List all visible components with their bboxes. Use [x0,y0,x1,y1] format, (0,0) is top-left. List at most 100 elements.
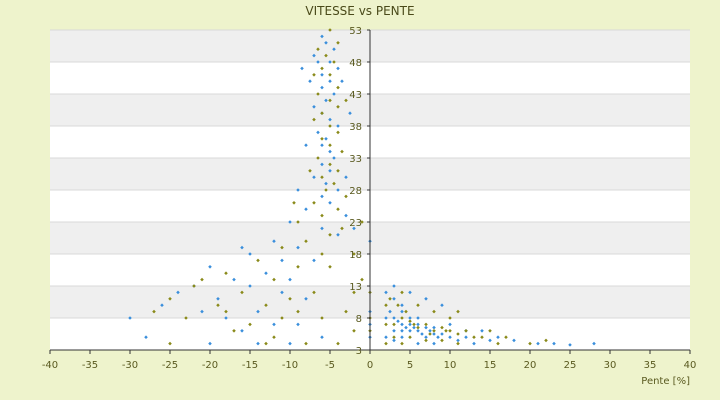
x-tick-label: -25 [162,360,178,371]
data-point [332,92,336,96]
data-point [280,290,284,295]
data-point [336,207,340,211]
data-point [344,175,348,179]
data-point [456,332,460,336]
data-point [424,335,428,339]
data-point [316,92,320,96]
data-point [320,175,324,179]
y-tick-label: 38 [349,122,362,133]
data-point [264,271,268,275]
data-point [420,332,424,336]
data-point [424,325,428,330]
y-tick-label: 18 [349,250,362,261]
data-point [340,79,344,83]
data-point [436,335,440,339]
data-point [264,341,268,346]
data-point [448,335,452,339]
x-tick-label: 5 [407,360,413,371]
data-point [336,41,340,45]
data-point [432,325,436,330]
data-point [296,245,300,250]
data-point [320,162,324,167]
data-point [496,335,500,339]
data-point [316,130,320,135]
data-point [448,322,452,327]
y-tick-label: 23 [349,218,362,229]
data-point [288,297,292,301]
data-point [328,169,332,173]
data-point [256,258,260,263]
data-point [432,309,436,314]
data-point [504,335,508,339]
data-point [280,245,284,250]
data-point [392,316,396,320]
x-tick-label: -15 [242,360,258,371]
data-point [272,335,276,339]
data-point [336,188,340,192]
data-point [408,319,412,323]
data-point [208,341,212,346]
data-point [384,341,388,346]
data-point [232,329,236,333]
data-point [216,297,220,301]
data-point [416,325,420,330]
data-point [320,34,324,39]
data-point [296,309,300,314]
x-tick-label: -10 [282,360,298,371]
data-point [536,341,540,346]
data-point [328,28,332,32]
data-point [416,316,420,320]
data-point [296,220,300,224]
data-point [304,341,308,346]
data-point [344,213,348,218]
data-point [336,341,340,346]
y-tick-label: 3 [356,346,362,357]
x-tick-label: -30 [122,360,138,371]
data-point [416,322,420,327]
data-point [320,137,324,141]
x-axis-label: Pente [%] [641,376,690,387]
chart-title: VITESSE vs PENTE [305,4,414,18]
data-point [308,79,312,83]
data-point [344,194,348,199]
data-point [424,338,428,343]
data-point [400,309,404,314]
data-point [344,98,348,103]
data-point [316,156,320,160]
data-point [388,297,392,301]
data-point [320,85,324,90]
data-point [432,332,436,336]
y-tick-label: 13 [349,282,362,293]
data-point [544,338,548,343]
data-point [320,194,324,199]
data-point [224,309,228,314]
data-point [440,303,444,307]
data-point [352,252,356,256]
data-point [328,162,332,167]
data-point [304,143,308,147]
data-point [340,226,344,231]
data-point [384,316,388,320]
data-point [424,322,428,327]
data-point [464,335,468,339]
data-point [392,338,396,343]
y-tick-label: 53 [349,26,362,37]
data-point [168,341,172,346]
data-point [360,220,364,224]
x-tick-label: 25 [564,360,577,371]
data-point [336,85,340,90]
data-point [328,233,332,237]
data-point [416,341,420,346]
x-tick-label: -5 [325,360,335,371]
data-point [176,290,180,295]
data-point [336,124,340,128]
data-point [308,169,312,173]
data-point [328,143,332,147]
data-point [288,220,292,224]
data-point [472,335,476,339]
data-point [320,226,324,231]
data-point [312,258,316,263]
data-point [568,343,572,347]
data-point [184,316,188,320]
data-point [496,341,500,346]
